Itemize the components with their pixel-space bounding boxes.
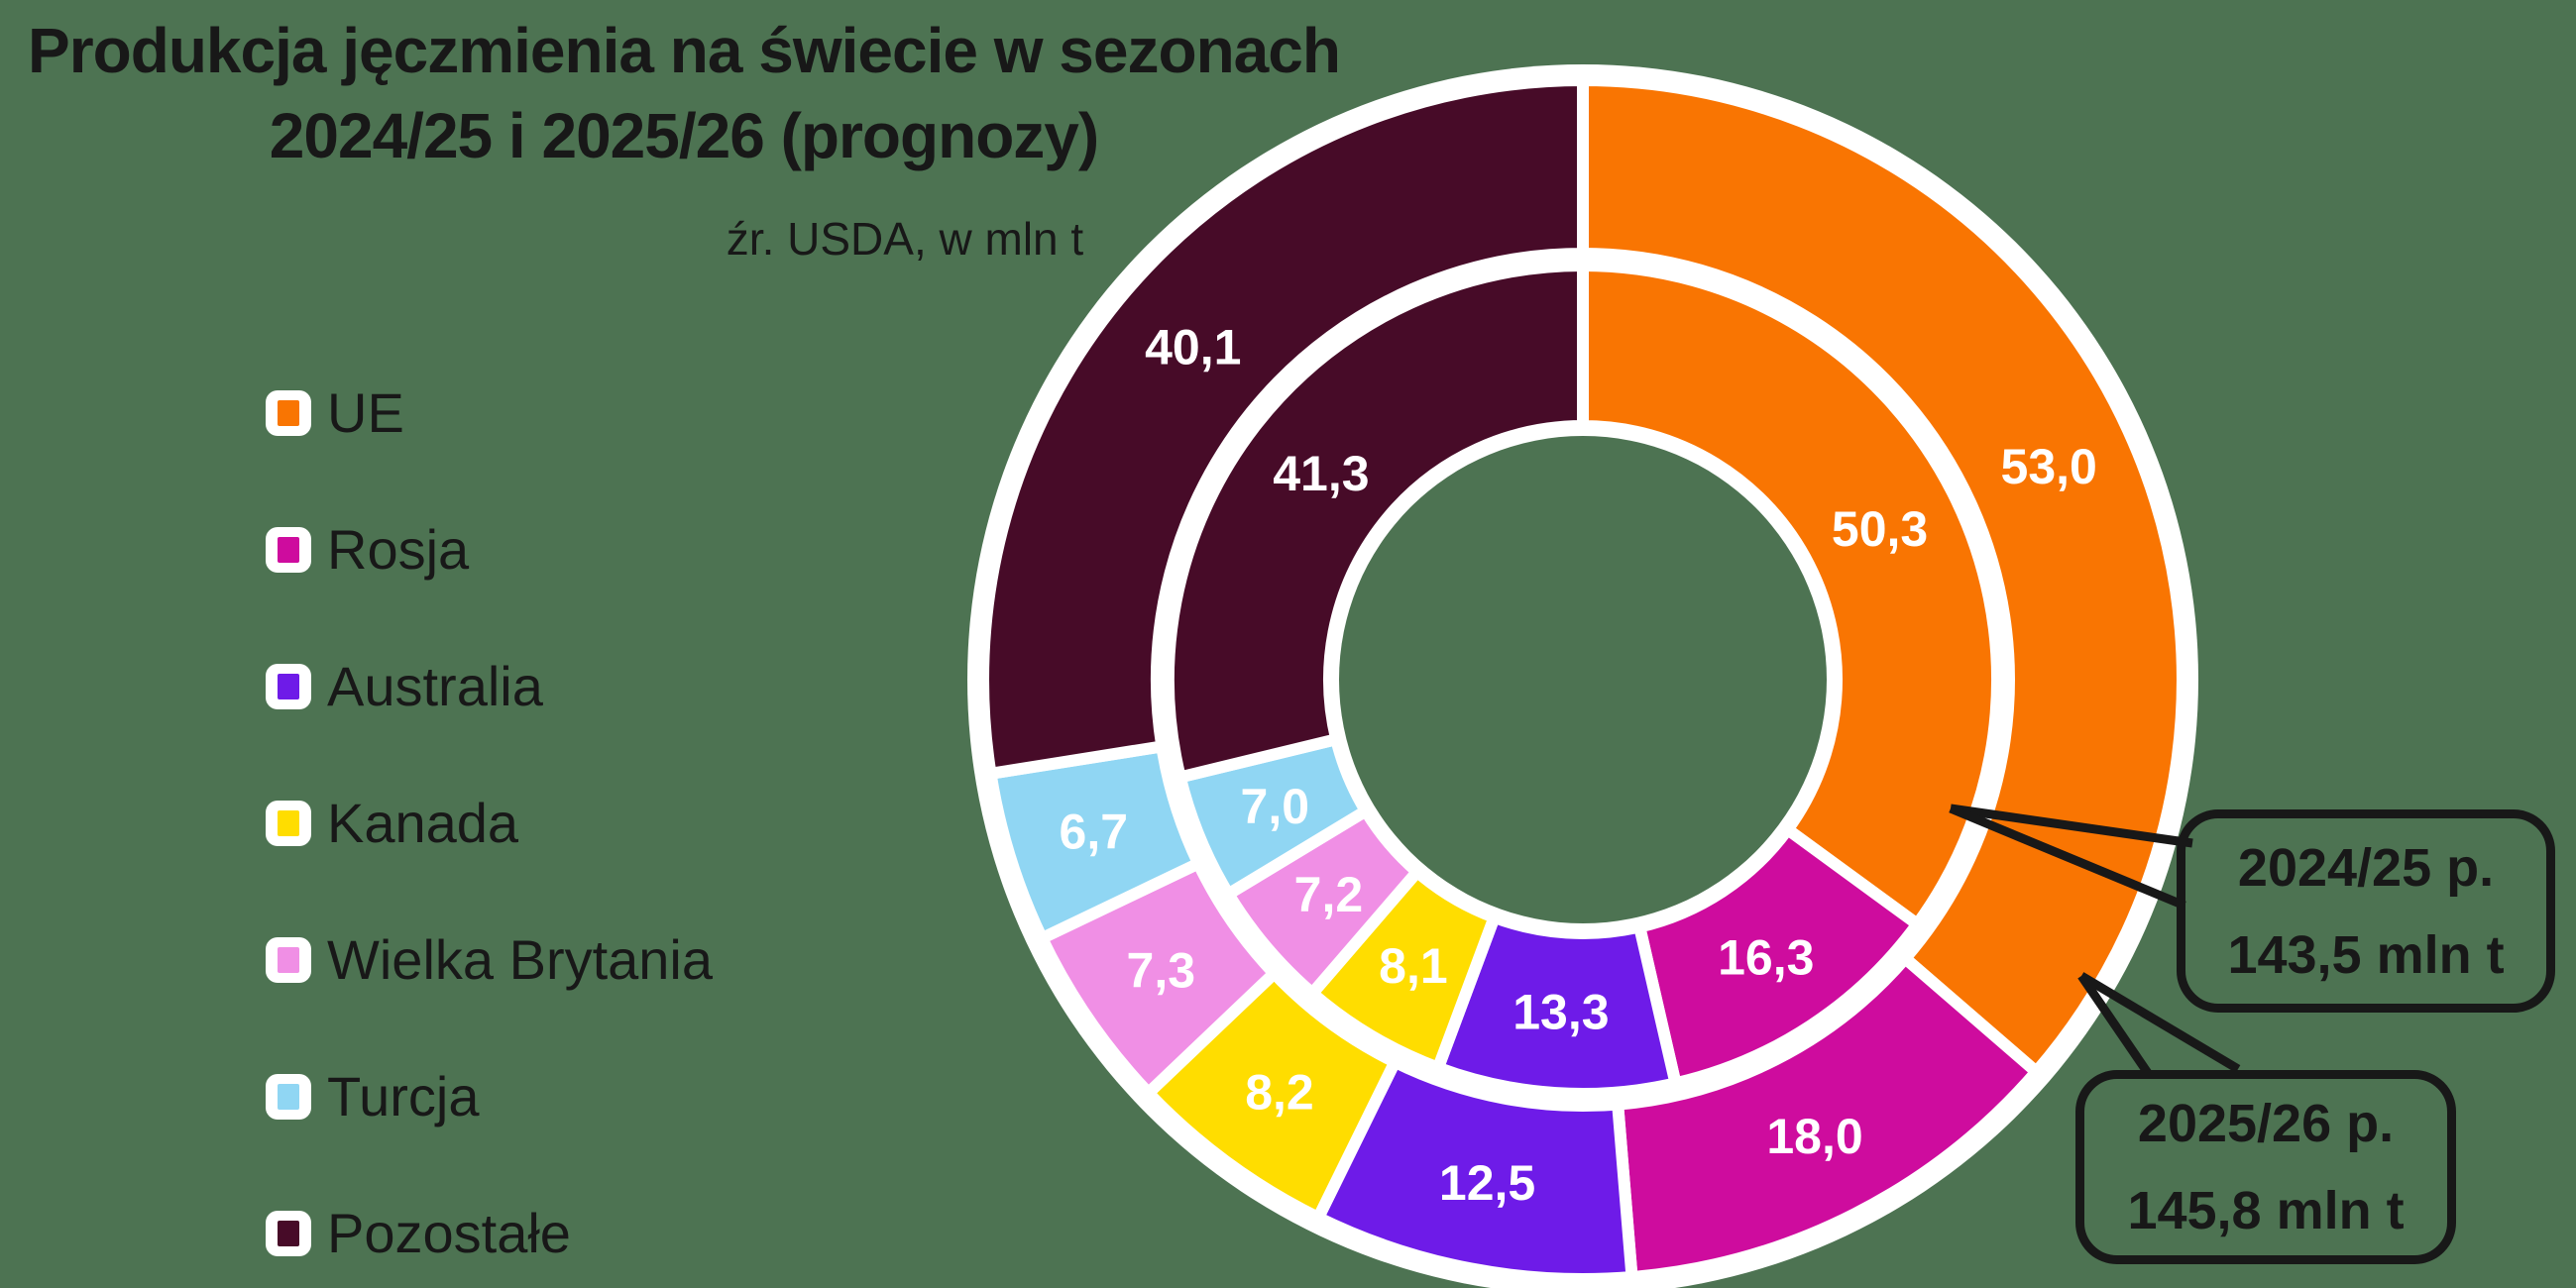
- legend-chip: [266, 1210, 311, 1256]
- slice-value-label: 50,3: [1832, 501, 1928, 557]
- donut-slice-outer-6: [977, 73, 1589, 781]
- legend-swatch-icon: [278, 1220, 299, 1246]
- legend-chip: [266, 389, 311, 436]
- slice-value-label: 7,2: [1294, 867, 1364, 922]
- callout-total-value: 143,5 mln t: [2227, 924, 2505, 985]
- legend-label: Turcja: [327, 1065, 480, 1127]
- legend-chip: [266, 1073, 311, 1120]
- chart-title: Produkcja jęczmienia na świecie w sezona…: [0, 8, 1368, 178]
- slice-value-label: 8,1: [1379, 938, 1448, 994]
- legend-label: Australia: [327, 655, 543, 717]
- legend-swatch-icon: [278, 946, 299, 973]
- slice-value-label: 18,0: [1766, 1109, 1862, 1164]
- legend-label: Wielka Brytania: [327, 928, 714, 991]
- callout-season-label: 2024/25 p.: [2237, 837, 2495, 898]
- slice-value-label: 12,5: [1439, 1155, 1535, 1211]
- legend-chip: [266, 800, 311, 846]
- legend-swatch-icon: [278, 809, 299, 836]
- legend-chip: [266, 526, 311, 573]
- legend-item-wielka-brytania: Wielka Brytania: [266, 927, 713, 992]
- callout-pointer-line: [1949, 804, 2186, 911]
- legend-item-australia: Australia: [266, 654, 713, 718]
- legend-swatch-icon: [278, 1083, 299, 1110]
- callout-pointer-line: [2077, 973, 2152, 1076]
- chart-source-note: źr. USDA, w mln t: [726, 213, 1084, 265]
- legend-chip: [266, 936, 311, 983]
- legend-swatch-icon: [278, 536, 299, 563]
- legend-label: UE: [327, 381, 404, 444]
- slice-value-label: 40,1: [1145, 319, 1241, 375]
- donut-slice-inner-0: [1577, 259, 2004, 933]
- callout-season-label: 2025/26 p.: [2137, 1094, 2395, 1153]
- callout-season-2025-26: 2025/26 p. 145,8 mln t: [2075, 1070, 2456, 1264]
- slice-value-label: 6,7: [1060, 805, 1129, 860]
- legend: UE Rosja Australia Kanada Wielka Brytani…: [266, 380, 713, 1265]
- slice-value-label: 7,0: [1241, 779, 1310, 834]
- legend-item-turcja: Turcja: [266, 1064, 713, 1128]
- slice-value-label: 53,0: [2001, 439, 2097, 494]
- slice-value-label: 16,3: [1718, 930, 1814, 986]
- callout-pointer-line: [2078, 972, 2241, 1073]
- legend-item-ue: UE: [266, 380, 713, 445]
- slice-value-label: 8,2: [1245, 1065, 1314, 1121]
- slice-value-label: 7,3: [1127, 942, 1196, 998]
- legend-label: Pozostałe: [327, 1202, 571, 1264]
- legend-item-kanada: Kanada: [266, 791, 713, 855]
- callout-total-value: 145,8 mln t: [2127, 1181, 2405, 1240]
- legend-swatch-icon: [278, 673, 299, 699]
- slice-value-label: 41,3: [1273, 446, 1369, 501]
- donut-slice-inner-6: [1162, 259, 1589, 785]
- chart-title-line2: 2024/25 i 2025/26 (prognozy): [269, 100, 1099, 171]
- callout-pointer-line: [1950, 804, 2193, 848]
- donut-hole: [1339, 436, 1827, 923]
- legend-label: Rosja: [327, 518, 470, 581]
- slice-value-label: 13,3: [1512, 984, 1609, 1039]
- callout-season-2024-25: 2024/25 p. 143,5 mln t: [2177, 809, 2555, 1013]
- legend-swatch-icon: [278, 399, 299, 426]
- legend-item-rosja: Rosja: [266, 517, 713, 582]
- chart-title-line1: Produkcja jęczmienia na świecie w sezona…: [28, 15, 1341, 86]
- legend-item-pozostale: Pozostałe: [266, 1201, 713, 1265]
- legend-label: Kanada: [327, 792, 519, 854]
- legend-chip: [266, 663, 311, 709]
